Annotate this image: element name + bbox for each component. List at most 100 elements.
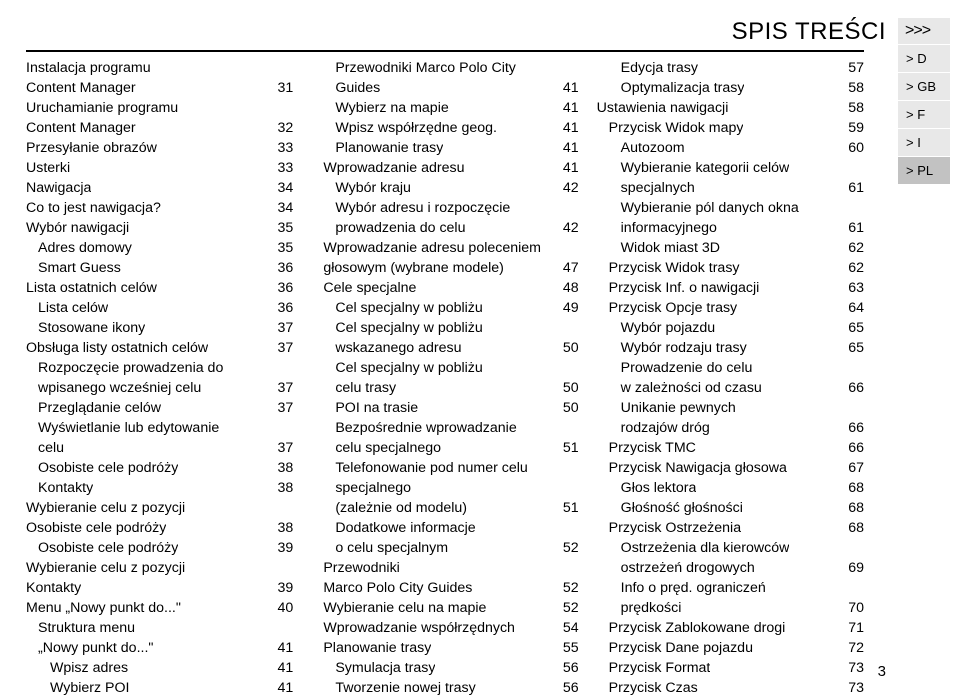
- toc-pagenum: 41: [557, 78, 579, 98]
- toc-row: Wybieranie pól danych okna: [597, 198, 864, 218]
- toc-row: Przesyłanie obrazów33: [26, 138, 293, 158]
- toc-pagenum: 32: [272, 118, 294, 138]
- toc-row: Instalacja programu: [26, 58, 293, 78]
- toc-row: Przycisk Dane pojazdu72: [597, 638, 864, 658]
- toc-row: Osobiste cele podróży38: [26, 518, 293, 538]
- toc-pagenum: 41: [272, 678, 294, 698]
- toc-row: Głośność głośności68: [597, 498, 864, 518]
- toc-label: Wybierz na mapie: [311, 98, 448, 118]
- toc-row: Kontakty39: [26, 578, 293, 598]
- header-divider: [26, 50, 864, 52]
- toc-row: wpisanego wcześniej celu 37: [26, 378, 293, 398]
- toc-label: Info o pręd. ograniczeń: [597, 578, 766, 598]
- toc-row: Wybór nawigacji35: [26, 218, 293, 238]
- toc-label: Głos lektora: [597, 478, 697, 498]
- toc-row: prędkości70: [597, 598, 864, 618]
- toc-label: Wybór adresu i rozpoczęcie: [311, 198, 510, 218]
- toc-label: Usterki: [26, 158, 70, 178]
- toc-row: Wpisz adres41: [26, 658, 293, 678]
- toc-row: Edycja trasy57: [597, 58, 864, 78]
- lang-tab[interactable]: > I: [898, 129, 950, 156]
- toc-pagenum: 52: [557, 598, 579, 618]
- toc-pagenum: 61: [842, 178, 864, 198]
- toc-row: Adres domowy 35: [26, 238, 293, 258]
- toc-label: Wprowadzanie adresu poleceniem: [311, 238, 541, 258]
- toc-label: Osobiste cele podróży: [26, 458, 178, 478]
- lang-tab[interactable]: > PL: [898, 157, 950, 184]
- toc-row: Wybieranie celu na mapie52: [311, 598, 578, 618]
- toc-row: informacyjnego61: [597, 218, 864, 238]
- toc-pagenum: 38: [272, 478, 294, 498]
- toc-row: Uruchamianie programu: [26, 98, 293, 118]
- toc-label: Osobiste cele podróży: [26, 538, 178, 558]
- toc-pagenum: 52: [557, 538, 579, 558]
- toc-pagenum: 51: [557, 438, 579, 458]
- toc-label: Wybór pojazdu: [597, 318, 716, 338]
- toc-row: Obsługa listy ostatnich celów37: [26, 338, 293, 358]
- toc-label: Cel specjalny w pobliżu: [311, 358, 482, 378]
- toc-pagenum: 38: [272, 518, 294, 538]
- toc-row: Co to jest nawigacja?34: [26, 198, 293, 218]
- lang-tab[interactable]: > D: [898, 45, 950, 72]
- toc-pagenum: 33: [272, 158, 294, 178]
- toc-label: Przewodniki: [311, 558, 400, 578]
- toc-row: Przewodniki: [311, 558, 578, 578]
- toc-pagenum: 59: [842, 118, 864, 138]
- toc-pagenum: 47: [557, 258, 579, 278]
- toc-pagenum: 41: [272, 638, 294, 658]
- toc-pagenum: 73: [842, 658, 864, 678]
- toc-label: Wybieranie kategorii celów: [597, 158, 790, 178]
- toc-row: Wybór pojazdu65: [597, 318, 864, 338]
- toc-pagenum: 58: [842, 78, 864, 98]
- toc-row: Wybór kraju42: [311, 178, 578, 198]
- toc-label: Przycisk Widok trasy: [597, 258, 740, 278]
- toc-row: Cel specjalny w pobliżu: [311, 358, 578, 378]
- toc-label: Adres domowy: [26, 238, 132, 258]
- toc-row: Telefonowanie pod numer celu: [311, 458, 578, 478]
- toc-row: Autozoom60: [597, 138, 864, 158]
- toc-row: prowadzenia do celu42: [311, 218, 578, 238]
- toc-row: Wprowadzanie współrzędnych54: [311, 618, 578, 638]
- toc-label: Wybieranie celu z pozycji: [26, 558, 185, 578]
- toc-label: Przeglądanie celów: [26, 398, 161, 418]
- toc-label: Uruchamianie programu: [26, 98, 178, 118]
- toc-label: (zależnie od modelu): [311, 498, 467, 518]
- toc-pagenum: 38: [272, 458, 294, 478]
- toc-row: specjalnego: [311, 478, 578, 498]
- toc-row: Wybór adresu i rozpoczęcie: [311, 198, 578, 218]
- toc-row: Cel specjalny w pobliżu49: [311, 298, 578, 318]
- toc-row: Przycisk Widok mapy59: [597, 118, 864, 138]
- toc-label: Przycisk Format: [597, 658, 711, 678]
- toc-pagenum: 37: [272, 378, 294, 398]
- toc-pagenum: 41: [557, 98, 579, 118]
- lang-tab[interactable]: > F: [898, 101, 950, 128]
- toc-label: Planowanie trasy: [311, 638, 431, 658]
- toc-label: Tworzenie nowej trasy: [311, 678, 475, 698]
- toc-row: w zależności od czasu66: [597, 378, 864, 398]
- toc-label: Symulacja trasy: [311, 658, 435, 678]
- toc-row: ostrzeżeń drogowych69: [597, 558, 864, 578]
- toc-row: Stosowane ikony37: [26, 318, 293, 338]
- toc-label: Przesyłanie obrazów: [26, 138, 157, 158]
- toc-label: Cel specjalny w pobliżu: [311, 318, 482, 338]
- toc-row: Osobiste cele podróży39: [26, 538, 293, 558]
- toc-label: prędkości: [597, 598, 682, 618]
- toc-row: Wyświetlanie lub edytowanie: [26, 418, 293, 438]
- toc-label: wpisanego wcześniej celu: [26, 378, 201, 398]
- toc-row: Menu „Nowy punkt do..." 40: [26, 598, 293, 618]
- toc-row: Przycisk Widok trasy62: [597, 258, 864, 278]
- toc-pagenum: 40: [272, 598, 294, 618]
- toc-label: Ustawienia nawigacji: [597, 98, 729, 118]
- toc-column-1: Instalacja programuContent Manager31Uruc…: [26, 58, 293, 698]
- toc-pagenum: 35: [272, 238, 294, 258]
- toc-label: Lista celów: [26, 298, 108, 318]
- toc-row: Symulacja trasy56: [311, 658, 578, 678]
- toc-label: Przycisk Ostrzeżenia: [597, 518, 741, 538]
- toc-pagenum: 39: [272, 578, 294, 598]
- lang-tab[interactable]: > GB: [898, 73, 950, 100]
- toc-label: prowadzenia do celu: [311, 218, 465, 238]
- toc-row: Tworzenie nowej trasy56: [311, 678, 578, 698]
- toc-label: Menu „Nowy punkt do...": [26, 598, 181, 618]
- toc-pagenum: 67: [842, 458, 864, 478]
- toc-row: Przeglądanie celów37: [26, 398, 293, 418]
